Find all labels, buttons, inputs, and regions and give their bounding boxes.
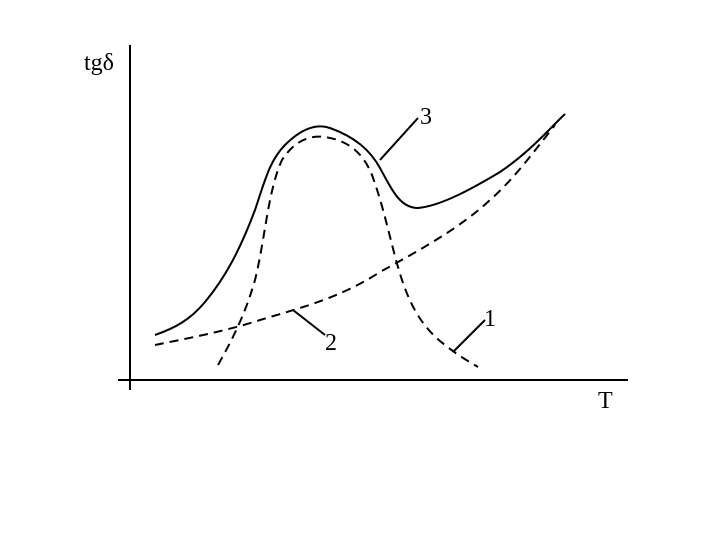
curve-label: 1 <box>484 306 496 332</box>
leader-2 <box>292 309 326 336</box>
curve-2 <box>154 124 556 346</box>
curve-1 <box>217 135 479 368</box>
leader-1 <box>452 319 486 353</box>
leader-3 <box>379 117 419 161</box>
curve-label: 2 <box>325 330 337 356</box>
x-axis-label: T <box>598 388 613 414</box>
curve-label: 3 <box>420 104 432 130</box>
curve-3 <box>154 113 566 336</box>
y-axis-label: tgδ <box>84 50 114 76</box>
